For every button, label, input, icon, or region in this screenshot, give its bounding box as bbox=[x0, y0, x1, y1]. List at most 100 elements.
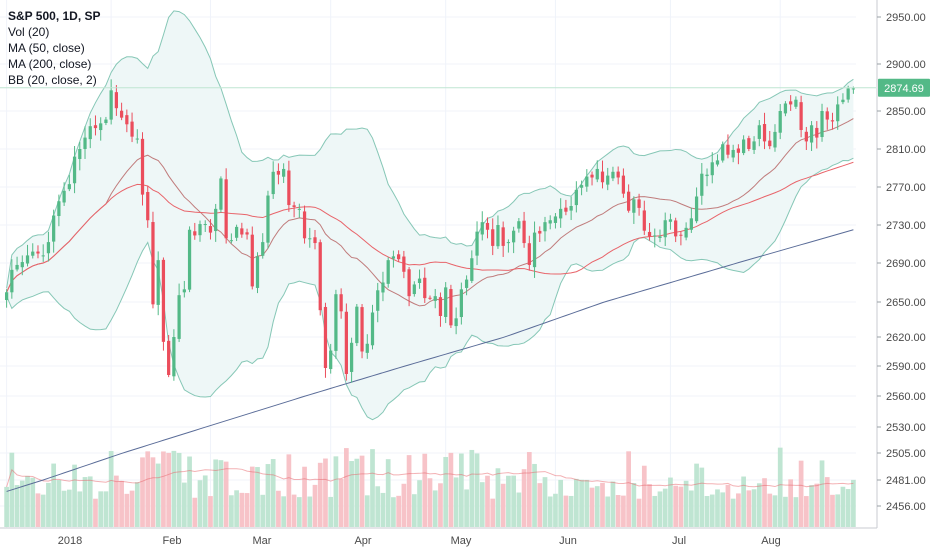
candle bbox=[412, 281, 416, 297]
candle-body bbox=[391, 256, 396, 259]
candle bbox=[344, 303, 348, 381]
legend-ma50[interactable]: MA (50, close) bbox=[8, 41, 85, 55]
candle bbox=[532, 221, 537, 278]
candle bbox=[193, 222, 197, 240]
candle bbox=[360, 304, 364, 359]
y-tick-label: 2900.00 bbox=[886, 59, 926, 71]
last-price-badge: 2874.69 bbox=[878, 78, 930, 97]
legend-ma200[interactable]: MA (200, close) bbox=[8, 57, 92, 71]
volume-bar bbox=[500, 483, 506, 527]
candle bbox=[146, 185, 150, 228]
legend-vol[interactable]: Vol (20) bbox=[8, 25, 50, 39]
candle-body bbox=[621, 175, 626, 194]
volume-bar bbox=[594, 486, 600, 527]
candle-body bbox=[846, 88, 850, 100]
volume-bar bbox=[626, 451, 631, 527]
volume-bar bbox=[798, 460, 804, 527]
candle-body bbox=[15, 264, 19, 270]
y-axis[interactable]: 2950.00 2900.00 2850.00 2810.00 2770.00 2730.… bbox=[876, 0, 926, 528]
candle bbox=[109, 79, 113, 125]
x-axis[interactable]: 2018 Feb Mar Apr May Jun Jul Aug bbox=[0, 527, 877, 547]
candle-body bbox=[585, 176, 589, 187]
candle-body bbox=[208, 226, 213, 233]
candle bbox=[10, 259, 14, 299]
candle-body bbox=[726, 144, 730, 155]
candle-body bbox=[512, 230, 516, 243]
y-tick-label: 2730.00 bbox=[886, 220, 926, 232]
candle bbox=[182, 280, 186, 298]
volume-bar bbox=[61, 490, 67, 527]
volume-bar bbox=[631, 483, 637, 527]
candle bbox=[841, 93, 845, 105]
volume-bar bbox=[688, 490, 694, 527]
candle bbox=[15, 256, 19, 272]
volume-bar bbox=[333, 456, 339, 527]
candle bbox=[684, 222, 688, 241]
candle bbox=[52, 209, 56, 253]
candle-body bbox=[642, 210, 646, 231]
candle-body bbox=[119, 110, 124, 118]
volume-bar bbox=[260, 494, 266, 527]
volume-bar bbox=[364, 495, 370, 527]
candle bbox=[606, 167, 610, 191]
candle-body bbox=[224, 179, 228, 239]
candle bbox=[585, 169, 589, 192]
volume-bar bbox=[202, 475, 208, 527]
candle bbox=[496, 215, 500, 249]
y-tick-label: 2770.00 bbox=[886, 182, 926, 194]
volume-bar bbox=[401, 483, 407, 527]
candle bbox=[187, 226, 192, 293]
volume-bar bbox=[526, 452, 532, 527]
candle-body bbox=[297, 208, 301, 210]
volume-bar bbox=[793, 497, 799, 527]
volume-bar bbox=[521, 469, 527, 527]
volume-bar bbox=[809, 485, 814, 527]
candle bbox=[512, 226, 516, 254]
x-tick-label: Jul bbox=[672, 535, 686, 547]
candle bbox=[266, 190, 270, 249]
volume-bar bbox=[662, 488, 668, 527]
candle bbox=[376, 282, 380, 323]
volume-bar bbox=[223, 461, 229, 527]
candle bbox=[653, 228, 657, 248]
y-tick-label: 2590.00 bbox=[886, 361, 926, 373]
candle-body bbox=[564, 207, 568, 212]
candle bbox=[637, 193, 641, 216]
legend-bb[interactable]: BB (20, close, 2) bbox=[8, 73, 97, 87]
volume-bar bbox=[605, 496, 611, 527]
candle bbox=[156, 251, 160, 316]
candle-body bbox=[88, 126, 92, 140]
candle-body bbox=[370, 312, 375, 346]
volume-bar bbox=[249, 466, 255, 527]
volume-bar bbox=[176, 452, 182, 527]
candle bbox=[611, 166, 615, 182]
candle-body bbox=[736, 148, 741, 153]
candle bbox=[600, 160, 605, 189]
volume-bar bbox=[51, 463, 57, 527]
candle-body bbox=[663, 220, 667, 238]
symbol-title[interactable]: S&P 500, 1D, SP bbox=[8, 9, 101, 23]
y-tick-label: 2560.00 bbox=[886, 391, 926, 403]
candle-body bbox=[62, 190, 66, 203]
volume-bar bbox=[835, 494, 841, 527]
candle-body bbox=[151, 222, 155, 305]
volume-bar bbox=[767, 493, 773, 527]
candle bbox=[224, 168, 228, 244]
candle bbox=[313, 229, 317, 250]
y-tick-label: 2530.00 bbox=[886, 422, 926, 434]
candle bbox=[130, 112, 134, 143]
volume-bar bbox=[584, 479, 590, 527]
candle bbox=[255, 252, 260, 294]
candle bbox=[250, 226, 254, 290]
volume-bar bbox=[349, 461, 354, 527]
volume-bar bbox=[741, 476, 746, 527]
candle bbox=[214, 203, 218, 242]
candle-body bbox=[579, 185, 584, 188]
candle bbox=[261, 233, 265, 259]
ma200-line bbox=[6, 229, 854, 492]
candle bbox=[271, 161, 275, 199]
volume-bar bbox=[302, 466, 307, 527]
candle-body bbox=[339, 294, 343, 312]
